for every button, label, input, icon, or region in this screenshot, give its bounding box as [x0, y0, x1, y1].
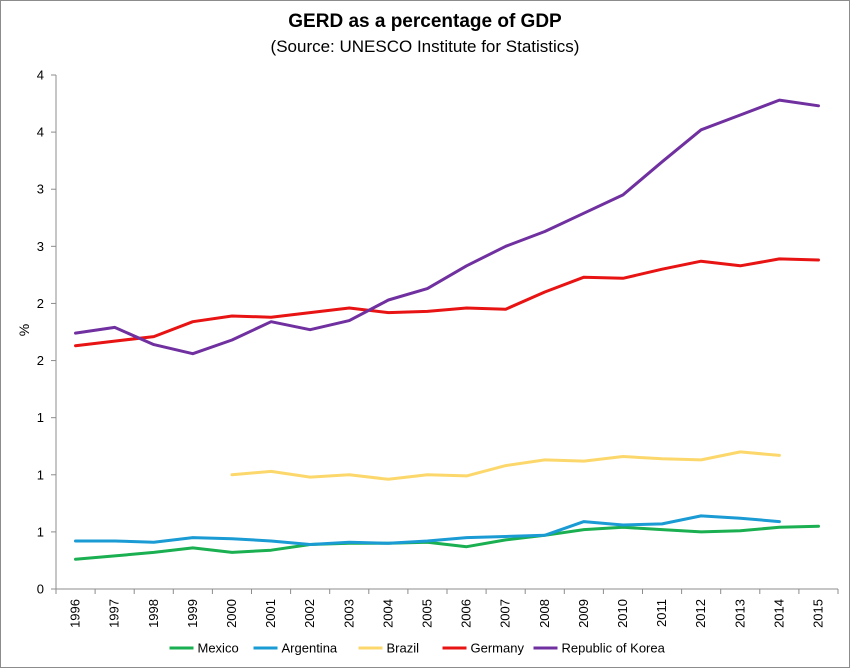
x-tick-label: 2009: [576, 599, 591, 628]
x-tick-label: 2015: [810, 599, 825, 628]
chart-subtitle: (Source: UNESCO Institute for Statistics…: [270, 37, 580, 56]
x-tick-label: 1996: [68, 599, 83, 628]
series-line-brazil: [230, 450, 781, 481]
x-tick-label: 1997: [107, 599, 122, 628]
y-tick-label: 1: [37, 410, 44, 425]
y-tick-label: 2: [37, 296, 44, 311]
legend-label-germany: Germany: [471, 641, 525, 656]
legend-label-brazil: Brazil: [387, 641, 420, 656]
y-tick-label: 3: [37, 239, 44, 254]
x-tick-label: 2014: [771, 599, 786, 628]
y-tick-label: 4: [37, 68, 44, 83]
x-tick-label: 2004: [380, 599, 395, 628]
chart-title: GERD as a percentage of GDP: [288, 11, 562, 32]
y-tick-label: 1: [37, 524, 44, 539]
x-tick-label: 2003: [341, 599, 356, 628]
x-tick-label: 2005: [419, 599, 434, 628]
x-tick-label: 2010: [615, 599, 630, 628]
y-tick-label: 0: [37, 582, 44, 597]
x-tick-label: 2006: [459, 599, 474, 628]
x-tick-label: 2001: [263, 599, 278, 628]
legend-label-republic-of-korea: Republic of Korea: [562, 641, 666, 656]
y-tick-label: 3: [37, 182, 44, 197]
x-tick-label: 2000: [224, 599, 239, 628]
x-tick-label: 2008: [537, 599, 552, 628]
x-tick-label: 2011: [654, 599, 669, 627]
legend-label-argentina: Argentina: [282, 641, 338, 656]
x-tick-label: 1999: [185, 599, 200, 628]
y-tick-label: 1: [37, 467, 44, 482]
legend-label-mexico: Mexico: [198, 641, 239, 656]
x-tick-label: 2002: [302, 599, 317, 628]
series-line-republic-of-korea: [74, 98, 820, 356]
x-tick-label: 2007: [498, 599, 513, 628]
x-tick-label: 2013: [732, 599, 747, 628]
x-tick-label: 2012: [693, 599, 708, 628]
series-line-germany: [74, 257, 820, 348]
y-tick-label: 4: [37, 125, 44, 140]
y-tick-label: 2: [37, 353, 44, 368]
series-line-argentina: [74, 514, 781, 546]
x-tick-label: 1998: [146, 599, 161, 628]
series-line-mexico: [74, 524, 820, 561]
